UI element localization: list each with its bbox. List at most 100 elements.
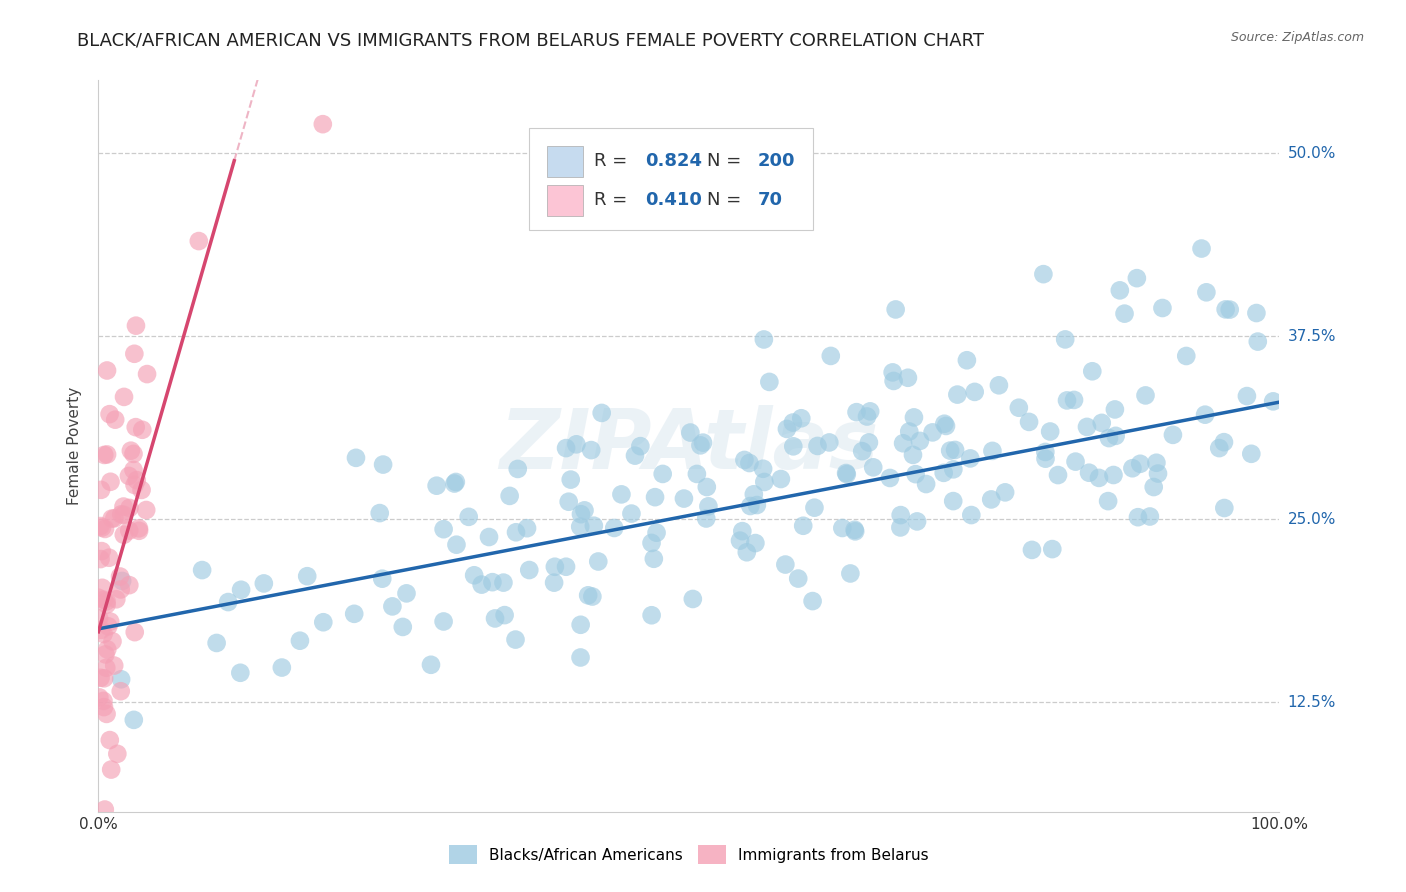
Point [312, 615, 335, 630]
Point [124, 478, 146, 492]
Point [105, 592, 128, 607]
Point [752, 333, 775, 347]
Point [921, 425, 943, 440]
Point [1108, 284, 1130, 298]
Point [516, 521, 538, 535]
Point [90, 671, 112, 685]
Point [934, 417, 956, 431]
Point [96, 706, 118, 721]
Point [131, 423, 153, 437]
Point [89, 690, 111, 705]
Point [110, 508, 132, 522]
Point [343, 607, 366, 621]
Point [506, 462, 529, 476]
Point [131, 483, 153, 497]
Text: 200: 200 [758, 153, 794, 170]
Point [898, 425, 921, 439]
Point [100, 511, 122, 525]
Point [1088, 471, 1111, 485]
Point [697, 500, 720, 514]
Point [856, 409, 879, 424]
Point [905, 515, 928, 529]
Point [1056, 393, 1078, 408]
Point [125, 473, 148, 487]
Point [93, 671, 115, 685]
Point [543, 575, 565, 590]
Point [851, 444, 873, 458]
Point [124, 347, 146, 361]
Legend: Blacks/African Americans, Immigrants from Belarus: Blacks/African Americans, Immigrants fro… [443, 839, 935, 870]
Point [555, 441, 578, 455]
Point [897, 371, 920, 385]
Point [1246, 306, 1268, 320]
Point [835, 467, 858, 482]
Point [803, 500, 825, 515]
Point [135, 503, 157, 517]
Point [110, 582, 132, 597]
Point [569, 507, 592, 521]
Point [960, 508, 983, 522]
Point [1054, 333, 1077, 347]
Point [98, 550, 121, 565]
Point [94, 648, 117, 662]
Point [889, 520, 911, 534]
Point [229, 582, 252, 597]
Text: 70: 70 [758, 191, 783, 210]
Point [1035, 451, 1057, 466]
Point [122, 463, 145, 477]
Point [118, 500, 141, 515]
Point [733, 453, 755, 467]
Point [1102, 468, 1125, 483]
Point [1219, 302, 1241, 317]
Point [787, 572, 810, 586]
Point [122, 713, 145, 727]
Point [790, 411, 813, 425]
Point [752, 462, 775, 476]
Point [505, 525, 527, 540]
Point [645, 525, 668, 540]
Point [565, 437, 588, 451]
Point [610, 487, 633, 501]
Point [644, 490, 666, 504]
Point [818, 435, 841, 450]
Point [91, 581, 114, 595]
Point [420, 657, 443, 672]
Point [1008, 401, 1031, 415]
Point [125, 420, 148, 434]
Point [1195, 285, 1218, 300]
Point [118, 578, 141, 592]
Point [93, 700, 115, 714]
Point [987, 378, 1010, 392]
Point [128, 521, 150, 535]
Point [112, 500, 135, 514]
Point [128, 524, 150, 538]
Point [942, 462, 965, 476]
Point [1097, 494, 1119, 508]
Point [569, 617, 592, 632]
Point [1064, 455, 1087, 469]
Point [94, 522, 117, 536]
Point [1147, 467, 1170, 481]
Point [1047, 468, 1070, 483]
Point [891, 436, 914, 450]
Point [443, 476, 465, 491]
Point [890, 508, 912, 522]
Point [478, 530, 501, 544]
Point [692, 435, 714, 450]
Point [695, 511, 717, 525]
Point [1191, 242, 1213, 256]
Point [776, 422, 799, 436]
Point [125, 318, 148, 333]
Point [96, 363, 118, 377]
Point [93, 694, 115, 708]
Point [288, 633, 311, 648]
Point [915, 477, 938, 491]
Point [1114, 307, 1136, 321]
Point [505, 632, 527, 647]
Point [118, 469, 141, 483]
Point [544, 559, 567, 574]
Text: Source: ZipAtlas.com: Source: ZipAtlas.com [1230, 31, 1364, 45]
Point [105, 747, 128, 761]
FancyBboxPatch shape [547, 185, 582, 216]
Text: 25.0%: 25.0% [1288, 512, 1336, 526]
